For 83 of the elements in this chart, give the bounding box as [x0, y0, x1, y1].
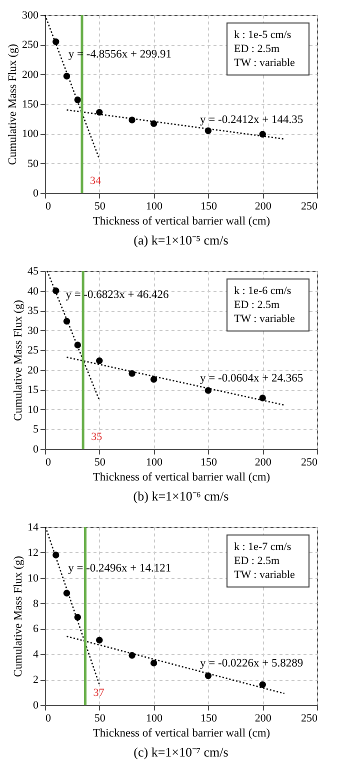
point — [259, 681, 266, 688]
y-axis-title: Cumulative Mass Flux (g) — [7, 44, 19, 166]
point — [96, 108, 103, 116]
x-tick-label: 250 — [301, 200, 318, 212]
point — [96, 357, 103, 364]
point — [150, 376, 158, 383]
x-tick-label: 50 — [94, 456, 106, 468]
annotation: k : 1e-5 cm/s — [234, 29, 292, 41]
text: (a) k=1×10⁻⁵ cm/s — [134, 232, 228, 248]
point — [150, 660, 158, 666]
text: (b) k=1×10⁻⁶ cm/s — [133, 488, 229, 504]
annotation: TW : variable — [234, 57, 295, 69]
x-axis-title: Thickness of vertical barrier wall (cm) — [92, 216, 270, 228]
x-tick-label: 100 — [146, 712, 164, 724]
x-tick-label: 150 — [200, 456, 218, 468]
y-tick-label: 40 — [28, 285, 39, 298]
x-tick-label: 0 — [46, 456, 52, 468]
y-tick-label: 250 — [22, 39, 39, 52]
ref-line-label: 35 — [91, 431, 103, 443]
y-tick-label: 35 — [28, 305, 39, 318]
x-tick-label: 200 — [254, 200, 272, 212]
y-tick-label: 6 — [33, 623, 39, 636]
annotation: TW : variable — [234, 569, 295, 581]
y-tick-label: 200 — [22, 68, 39, 81]
y-tick-label: 25 — [28, 344, 39, 357]
y-axis-title: Cumulative Mass Flux (g) — [12, 556, 24, 678]
y-tick-label: 15 — [28, 384, 39, 396]
annotation: y = -0.0226x + 5.8289 — [200, 658, 304, 670]
text: (c) k=1×10⁻⁷ cm/s — [134, 744, 228, 760]
annotation: TW : variable — [234, 313, 295, 325]
annotation: ED : 2.5m — [234, 299, 280, 311]
x-tick-label: 150 — [200, 200, 218, 212]
x-tick-label: 0 — [46, 200, 52, 212]
annotation: y = -0.6823x + 46.426 — [66, 288, 169, 301]
y-tick-label: 0 — [33, 444, 39, 456]
x-axis-title: Thickness of vertical barrier wall (cm) — [92, 728, 270, 740]
x-tick-label: 50 — [94, 712, 106, 724]
point — [204, 672, 212, 680]
x-tick-label: 50 — [94, 200, 106, 212]
y-tick-label: 12 — [28, 546, 38, 559]
y-tick-label: 14 — [28, 522, 39, 534]
y-axis-title: Cumulative Mass Flux (g) — [12, 300, 24, 422]
y-tick-label: 8 — [33, 598, 39, 610]
point — [150, 120, 158, 127]
annotation: k : 1e-7 cm/s — [234, 541, 292, 553]
y-tick-label: 20 — [28, 364, 39, 376]
x-axis-title: Thickness of vertical barrier wall (cm) — [92, 472, 270, 484]
y-tick-label: 50 — [28, 158, 39, 170]
annotation: ED : 2.5m — [234, 43, 280, 55]
y-tick-label: 5 — [33, 424, 39, 436]
annotation: k : 1e-6 cm/s — [234, 285, 292, 297]
y-tick-label: 100 — [22, 128, 39, 140]
y-tick-label: 10 — [28, 572, 39, 584]
x-tick-label: 250 — [301, 456, 318, 468]
point — [259, 130, 266, 138]
y-tick-label: 45 — [28, 266, 39, 278]
x-tick-label: 200 — [254, 712, 272, 724]
point — [52, 287, 60, 294]
y-tick-label: 30 — [28, 324, 39, 337]
y-tick-label: 2 — [33, 674, 38, 686]
x-tick-label: 100 — [146, 200, 164, 212]
y-tick-label: 0 — [33, 188, 39, 200]
point — [128, 652, 136, 659]
x-tick-label: 200 — [254, 456, 272, 468]
y-tick-label: 0 — [33, 700, 39, 712]
x-tick-label: 250 — [301, 712, 318, 724]
x-tick-label: 150 — [200, 712, 218, 724]
y-tick-label: 150 — [22, 98, 39, 110]
x-tick-label: 100 — [146, 456, 164, 468]
point — [259, 394, 266, 402]
annotation: y = -0.2412x + 144.35 — [200, 114, 304, 126]
y-tick-label: 300 — [22, 10, 39, 22]
x-tick-label: 0 — [46, 712, 52, 724]
point — [74, 614, 81, 621]
ref-line-label: 37 — [93, 687, 105, 699]
y-tick-label: 4 — [33, 648, 39, 661]
point — [96, 636, 103, 644]
y-tick-label: 10 — [28, 404, 39, 416]
annotation: ED : 2.5m — [234, 555, 280, 567]
point — [128, 370, 136, 377]
annotation: y = -0.0604x + 24.365 — [200, 372, 304, 384]
annotation: y = -0.2496x + 14.121 — [68, 562, 172, 574]
ref-line-label: 34 — [90, 175, 102, 187]
